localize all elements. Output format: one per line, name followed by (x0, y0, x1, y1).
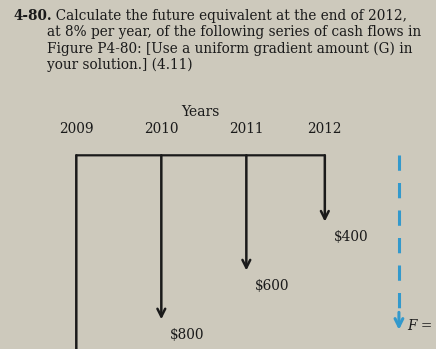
Text: $400: $400 (334, 230, 368, 244)
Text: 4-80.: 4-80. (13, 9, 52, 23)
Text: 2012: 2012 (307, 122, 342, 136)
Text: 2011: 2011 (229, 122, 264, 136)
Text: $800: $800 (170, 328, 204, 342)
Text: 2009: 2009 (59, 122, 94, 136)
Text: F = ?: F = ? (408, 319, 436, 333)
Text: Years: Years (181, 105, 220, 119)
Text: 2010: 2010 (144, 122, 179, 136)
Text: Calculate the future equivalent at the end of 2012,
at 8% per year, of the follo: Calculate the future equivalent at the e… (47, 9, 421, 72)
Text: $600: $600 (255, 279, 290, 293)
